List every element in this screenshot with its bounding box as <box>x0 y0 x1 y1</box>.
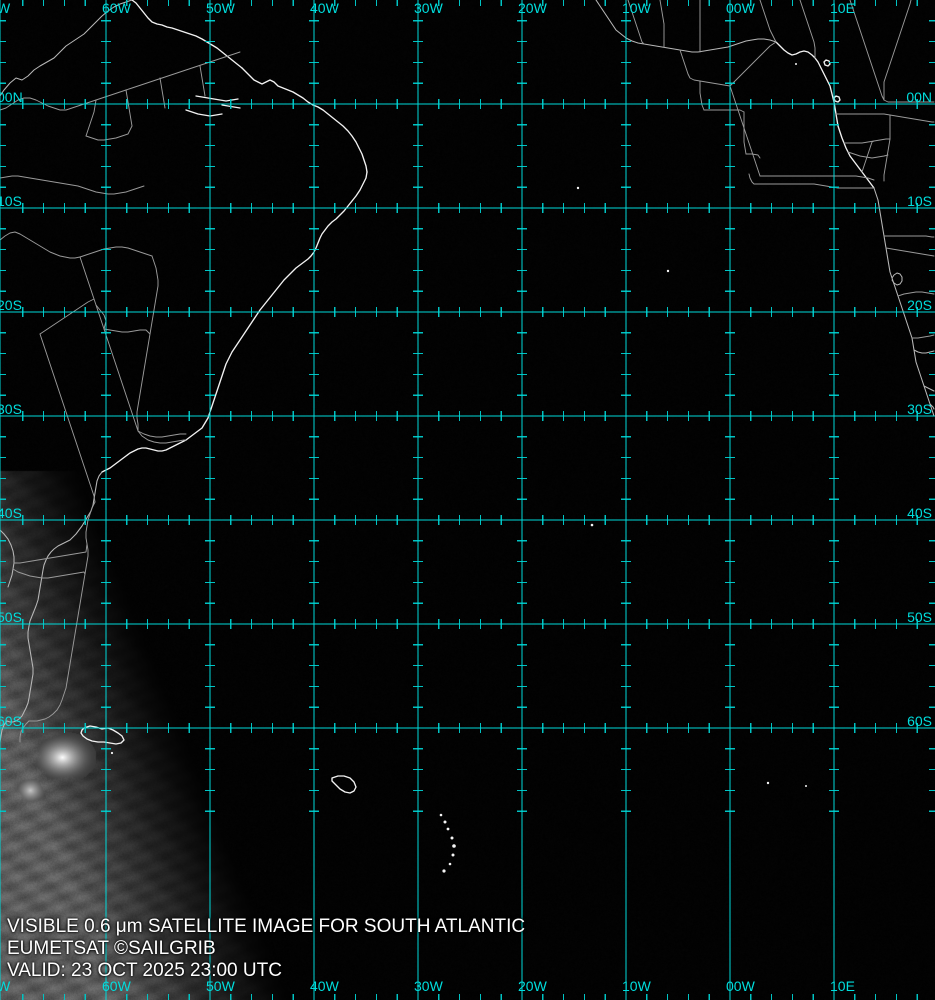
coastline-group <box>0 0 935 743</box>
island-group <box>80 63 807 873</box>
